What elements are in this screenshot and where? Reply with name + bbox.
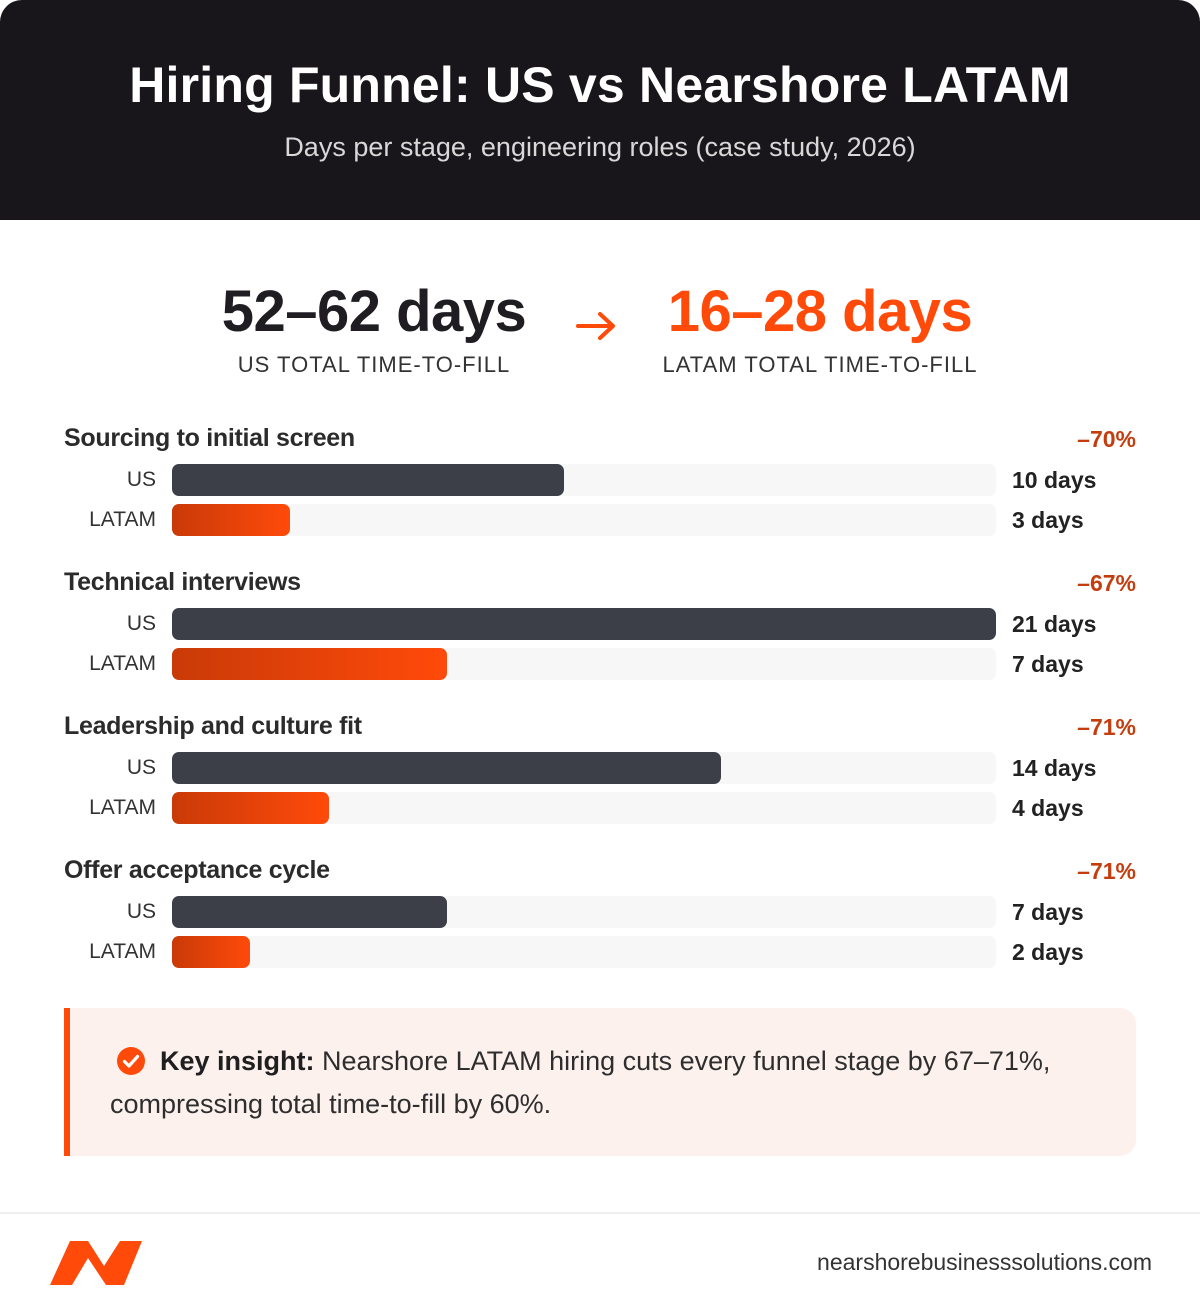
- stage-change: –71%: [1077, 858, 1136, 884]
- stage-name: Sourcing to initial screen: [64, 424, 355, 452]
- bar-track-latam: [172, 648, 996, 680]
- arrow-right-icon: [576, 312, 615, 340]
- page-subtitle: Days per stage, engineering roles (case …: [284, 132, 916, 162]
- row-label-us: US: [126, 612, 156, 635]
- footer-divider: [0, 1212, 1200, 1214]
- row-label-latam: LATAM: [89, 652, 156, 675]
- footer-domain: nearshorebusinesssolutions.com: [817, 1249, 1152, 1275]
- value-label-latam: 7 days: [1012, 651, 1084, 677]
- stage-name: Technical interviews: [64, 568, 301, 596]
- row-label-latam: LATAM: [89, 940, 156, 963]
- latam-total-stat: 16–28 days LATAM TOTAL TIME-TO-FILL: [620, 282, 1020, 378]
- bar-track-us: [172, 608, 996, 640]
- value-label-us: 14 days: [1012, 755, 1097, 781]
- stage-change: –70%: [1077, 426, 1136, 452]
- bar-track-latam: [172, 936, 996, 968]
- page-title: Hiring Funnel: US vs Nearshore LATAM: [129, 57, 1071, 113]
- stage-name: Leadership and culture fit: [64, 712, 362, 740]
- row-label-us: US: [126, 900, 156, 923]
- stage-name: Offer acceptance cycle: [64, 856, 330, 884]
- us-total-value: 52–62 days: [221, 279, 527, 344]
- row-label-us: US: [126, 756, 156, 779]
- key-insight-box: Key insight: Nearshore LATAM hiring cuts…: [64, 1008, 1136, 1156]
- bar-latam: [172, 792, 329, 824]
- value-label-latam: 3 days: [1012, 507, 1084, 533]
- bar-us: [172, 752, 722, 784]
- value-label-us: 21 days: [1012, 611, 1097, 637]
- row-label-latam: LATAM: [89, 796, 156, 819]
- check-circle-icon: [117, 1047, 145, 1075]
- value-label-latam: 4 days: [1012, 795, 1084, 821]
- value-label-latam: 2 days: [1012, 939, 1084, 965]
- bar-latam: [172, 936, 251, 968]
- header: Hiring Funnel: US vs Nearshore LATAM Day…: [0, 0, 1200, 220]
- row-label-latam: LATAM: [89, 508, 156, 531]
- bar-latam: [172, 648, 447, 680]
- insight-text: Key insight: Nearshore LATAM hiring cuts…: [110, 1040, 1110, 1126]
- bar-us: [172, 608, 996, 640]
- stage-change: –67%: [1077, 570, 1136, 596]
- bar-track-us: [172, 752, 996, 784]
- bar-latam: [172, 504, 290, 536]
- bar-us: [172, 896, 447, 928]
- bar-track-latam: [172, 504, 996, 536]
- insight-lead: Key insight:: [160, 1046, 315, 1076]
- value-label-us: 7 days: [1012, 899, 1084, 925]
- brand-logo-icon: [50, 1241, 142, 1285]
- bar-track-latam: [172, 792, 996, 824]
- bar-track-us: [172, 896, 996, 928]
- insight-body: Nearshore LATAM hiring cuts every funnel…: [110, 1046, 1051, 1119]
- us-total-stat: 52–62 days US TOTAL TIME-TO-FILL: [174, 282, 574, 378]
- stage-change: –71%: [1077, 714, 1136, 740]
- row-label-us: US: [126, 468, 156, 491]
- bar-track-us: [172, 464, 996, 496]
- value-label-us: 10 days: [1012, 467, 1097, 493]
- us-total-label: US TOTAL TIME-TO-FILL: [237, 352, 511, 377]
- bar-us: [172, 464, 565, 496]
- latam-total-label: LATAM TOTAL TIME-TO-FILL: [662, 352, 978, 377]
- latam-total-value: 16–28 days: [667, 279, 973, 344]
